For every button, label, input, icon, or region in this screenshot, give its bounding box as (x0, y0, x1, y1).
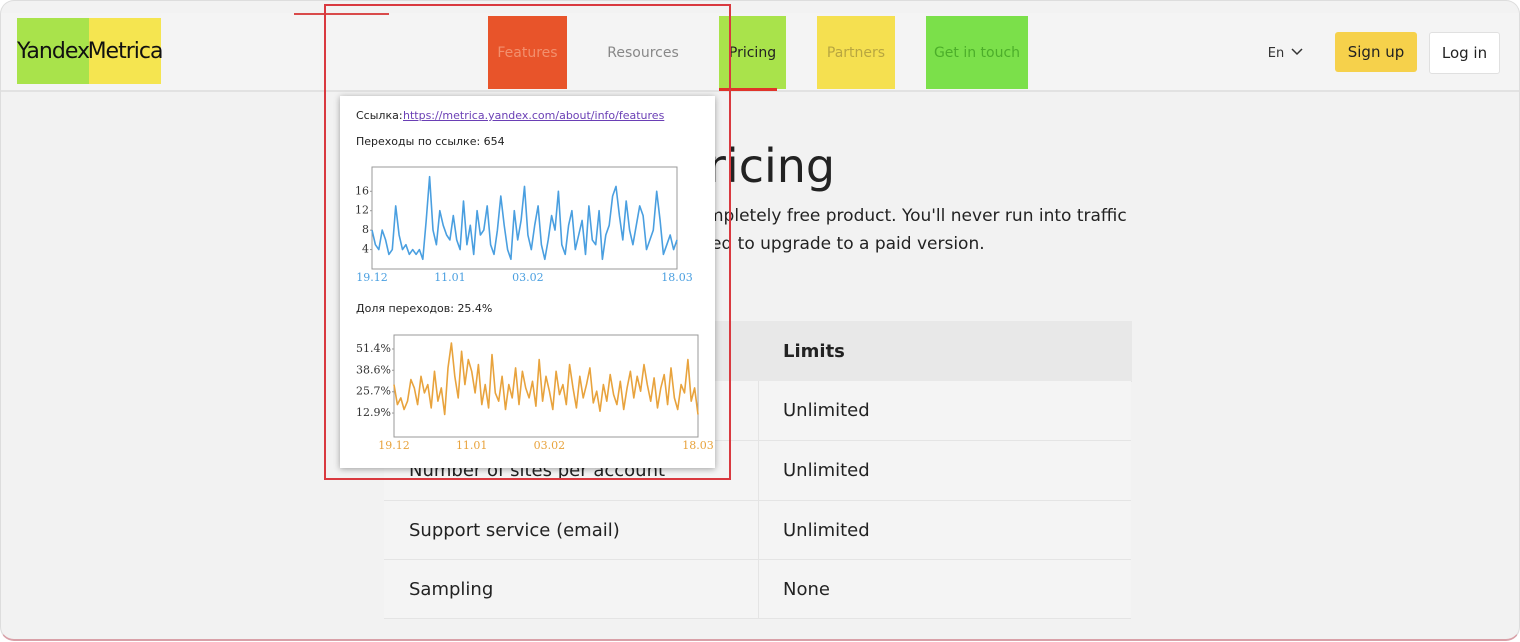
x-tick-label: 11.01 (434, 271, 466, 284)
x-tick-label: 18.03 (682, 439, 714, 452)
y-tick-label: 25.7% (356, 385, 391, 398)
lang[interactable]: En (1267, 45, 1285, 61)
logo-metrica[interactable]: Metrica (88, 18, 163, 84)
nav-partners[interactable]: Partners (817, 16, 895, 89)
x-tick-label: 11.01 (456, 439, 488, 452)
y-tick-label: 16 (355, 184, 369, 197)
x-tick-label: 19.12 (356, 271, 388, 284)
link[interactable]: https://metrica.yandex.com/about/info/fe… (403, 109, 665, 122)
y-tick-label: 12 (355, 204, 369, 217)
y-tick-label: 38.6% (356, 363, 391, 376)
lang-chevron (1291, 48, 1303, 56)
marker-line (294, 13, 389, 15)
login-button[interactable]: Log in (1429, 32, 1500, 74)
hero-line: ed to upgrade to a paid version. (711, 234, 985, 254)
nav-resources[interactable]: Resources (607, 44, 679, 61)
active-underline (719, 88, 777, 91)
hero-title: ricing (707, 139, 836, 193)
y-tick-label: 4 (362, 243, 369, 256)
table-cell: Sampling (384, 560, 759, 619)
x-tick-label: 18.03 (661, 271, 693, 284)
line-series (393, 342, 699, 416)
line-series (371, 175, 678, 261)
highlight-box (324, 4, 731, 480)
table-cell: Unlimited (759, 441, 1131, 501)
y-tick-label: 12.9% (356, 406, 391, 419)
table-cell: None (759, 560, 1131, 619)
y-tick-label: 51.4% (356, 342, 391, 355)
plot-frame (371, 166, 678, 270)
x-tick-label: 03.02 (512, 271, 544, 284)
clicks: Переходы по ссылке: 654 (356, 135, 505, 148)
signup-button[interactable]: Sign up (1335, 32, 1417, 72)
y-tick-label: 8 (362, 223, 369, 236)
table-header-cell: Limits (758, 321, 1132, 382)
table-cell: Support service (email) (384, 501, 759, 560)
x-tick-label: 03.02 (534, 439, 566, 452)
share: Доля переходов: 25.4% (356, 302, 493, 315)
hero-line: mpletely free product. You'll never run … (707, 206, 1127, 226)
logo-yandex[interactable]: Yandex (17, 18, 90, 84)
table-cell: Unlimited (759, 381, 1131, 441)
link-label: Ссылка: (356, 109, 403, 122)
x-tick-label: 19.12 (378, 439, 410, 452)
nav-contact[interactable]: Get in touch (926, 16, 1028, 89)
table-cell: Unlimited (759, 501, 1131, 560)
nav-features[interactable]: Features (488, 16, 567, 89)
